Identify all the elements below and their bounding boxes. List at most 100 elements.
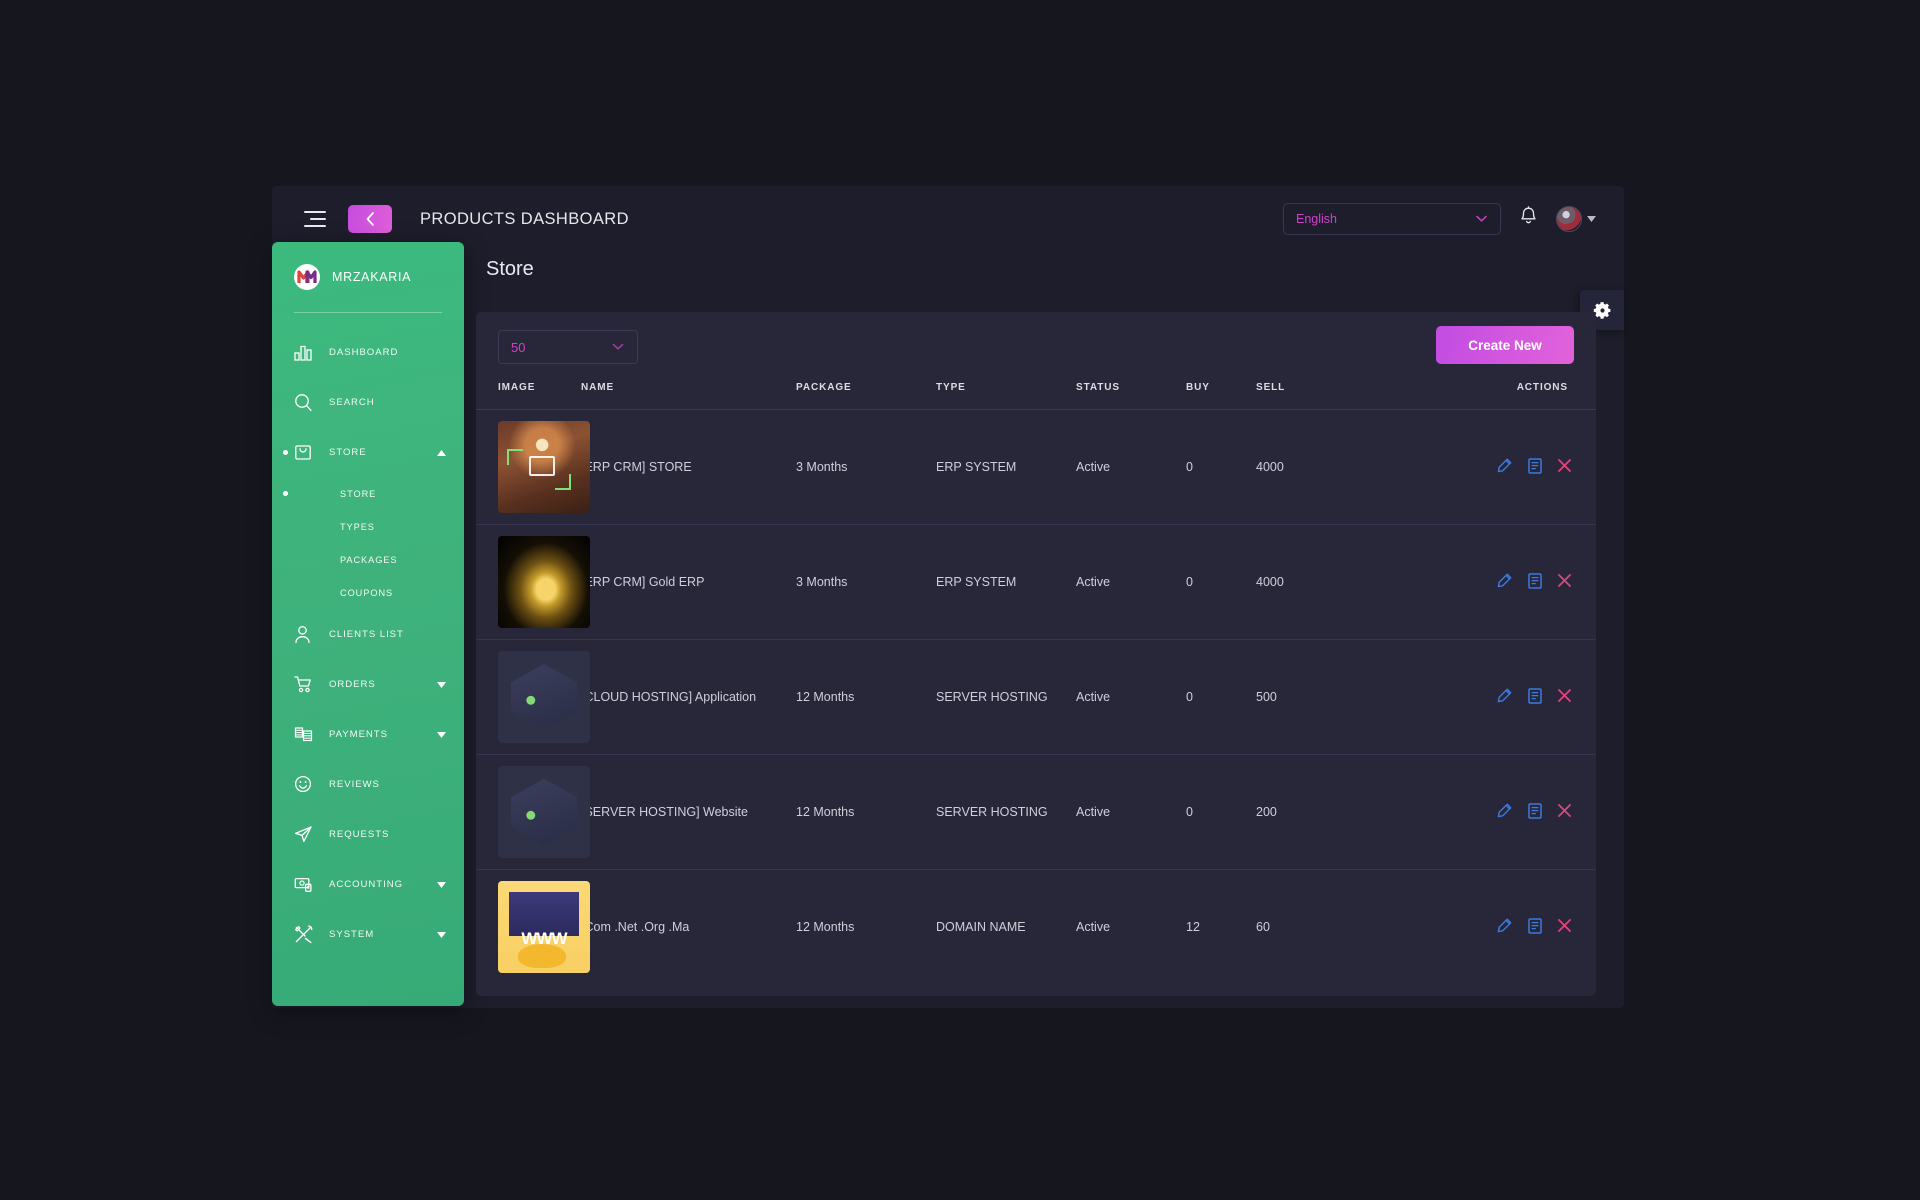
caret-down-icon (437, 725, 446, 743)
sidebar-item-requests[interactable]: REQUESTS (272, 809, 464, 859)
sidebar-item-label: STORE (329, 446, 367, 458)
cell-package: 3 Months (796, 575, 848, 589)
table-head: IMAGE NAME PACKAGE TYPE STATUS BUY SELL … (476, 382, 1596, 410)
edit-pencil-icon[interactable] (1497, 803, 1512, 821)
duplicate-icon[interactable] (1527, 918, 1542, 937)
duplicate-icon[interactable] (1527, 572, 1542, 592)
sidebar-item-label: REQUESTS (329, 828, 390, 840)
chevron-left-icon (366, 212, 374, 226)
search-icon (294, 393, 318, 412)
caret-down-icon (437, 875, 446, 893)
table-row[interactable]: [ERP CRM] Gold ERP 3 Months ERP SYSTEM A… (476, 525, 1596, 640)
hamburger-icon[interactable] (304, 211, 326, 227)
cell-type: SERVER HOSTING (936, 805, 1048, 819)
top-bar-left: PRODUCTS DASHBOARD (272, 205, 629, 233)
sidebar-subitem-types[interactable]: TYPES (272, 510, 464, 543)
edit-pencil-icon[interactable] (1497, 458, 1512, 476)
cloud-hosting-thumbnail (498, 651, 590, 743)
sidebar-subitem-label: COUPONS (340, 587, 394, 598)
sidebar-subitem-label: STORE (340, 488, 377, 499)
cell-buy: 12 (1186, 920, 1200, 935)
cell-image: WWW (476, 870, 590, 985)
cell-buy: 0 (1186, 575, 1193, 589)
m-logo (294, 264, 320, 290)
caret-down-icon (437, 675, 446, 693)
cell-actions (1396, 640, 1596, 755)
gear-icon (1593, 301, 1610, 319)
table-row[interactable]: [CLOUD HOSTING] Application 12 Months SE… (476, 640, 1596, 755)
delete-x-icon[interactable] (1557, 573, 1572, 591)
table-row[interactable]: [ERP CRM] STORE 3 Months ERP SYSTEM Acti… (476, 410, 1596, 525)
cell-type: ERP SYSTEM (936, 575, 1017, 589)
sidebar-nav: DASHBOARD SEARCH (272, 313, 464, 959)
cell-status: Active (1076, 575, 1111, 589)
edit-pencil-icon[interactable] (1497, 918, 1512, 936)
cell-image (476, 410, 590, 525)
back-button[interactable] (348, 205, 392, 233)
column-header-name: NAME (581, 382, 615, 393)
cell-status: Active (1076, 690, 1111, 704)
caret-up-icon (437, 443, 446, 461)
sidebar-brand-name: MRZAKARIA (332, 270, 412, 284)
coins-icon (294, 725, 318, 743)
sidebar-subitem-store[interactable]: STORE (272, 477, 464, 510)
tools-icon (294, 925, 318, 944)
cell-sell: 500 (1256, 690, 1277, 704)
per-page-select[interactable]: 50 (498, 330, 638, 364)
delete-x-icon[interactable] (1557, 688, 1572, 706)
delete-x-icon[interactable] (1557, 458, 1572, 476)
cell-type: DOMAIN NAME (936, 920, 1026, 935)
bar-chart-icon (294, 344, 318, 361)
column-header-package: PACKAGE (796, 382, 852, 393)
cell-actions (1396, 755, 1596, 870)
cell-name: [ERP CRM] Gold ERP (581, 575, 705, 589)
sidebar-brand[interactable]: MRZAKARIA (272, 242, 464, 290)
avatar (1556, 206, 1582, 232)
cell-name: [SERVER HOSTING] Website (581, 805, 748, 819)
cell-type: SERVER HOSTING (936, 690, 1048, 704)
sidebar-item-payments[interactable]: PAYMENTS (272, 709, 464, 759)
sidebar-item-reviews[interactable]: REVIEWS (272, 759, 464, 809)
store-table: IMAGE NAME PACKAGE TYPE STATUS BUY SELL … (476, 382, 1596, 985)
column-header-image: IMAGE (498, 382, 536, 393)
sidebar-item-label: DASHBOARD (329, 346, 399, 358)
cell-actions (1396, 870, 1596, 985)
top-bar-right: English (1283, 203, 1624, 235)
sidebar-item-dashboard[interactable]: DASHBOARD (272, 327, 464, 377)
duplicate-icon[interactable] (1527, 802, 1542, 822)
sidebar-item-label: SYSTEM (329, 928, 375, 940)
sidebar-item-orders[interactable]: ORDERS (272, 659, 464, 709)
delete-x-icon[interactable] (1557, 803, 1572, 821)
duplicate-icon[interactable] (1527, 687, 1542, 707)
sidebar-item-system[interactable]: SYSTEM (272, 909, 464, 959)
table-row[interactable]: [SERVER HOSTING] Website 12 Months SERVE… (476, 755, 1596, 870)
active-bullet (283, 491, 288, 496)
language-value: English (1296, 212, 1337, 226)
cell-package: 12 Months (796, 690, 855, 704)
cell-name: [CLOUD HOSTING] Application (581, 690, 757, 704)
edit-pencil-icon[interactable] (1497, 688, 1512, 706)
table-body: [ERP CRM] STORE 3 Months ERP SYSTEM Acti… (476, 410, 1596, 985)
avatar-menu[interactable] (1556, 206, 1596, 232)
sidebar-item-accounting[interactable]: ACCOUNTING (272, 859, 464, 909)
language-select[interactable]: English (1283, 203, 1501, 235)
server-hosting-thumbnail (498, 766, 590, 858)
page-title: Store (486, 258, 534, 280)
cell-name: [ERP CRM] STORE (581, 460, 692, 474)
cart-icon (294, 675, 318, 693)
sidebar-subitem-packages[interactable]: PACKAGES (272, 543, 464, 576)
duplicate-icon[interactable] (1527, 457, 1542, 477)
bell-icon[interactable] (1519, 206, 1538, 232)
table-row[interactable]: WWW .Com .Net .Org .Ma 12 Months DOMAIN … (476, 870, 1596, 985)
erp-crm-store-thumbnail (498, 421, 590, 513)
delete-x-icon[interactable] (1557, 918, 1572, 936)
sidebar-item-clients-list[interactable]: CLIENTS LIST (272, 609, 464, 659)
edit-pencil-icon[interactable] (1497, 573, 1512, 591)
create-new-button[interactable]: Create New (1436, 326, 1574, 364)
card-toolbar: 50 Create New (476, 312, 1596, 382)
sidebar-item-store[interactable]: STORE (272, 427, 464, 477)
sidebar-item-search[interactable]: SEARCH (272, 377, 464, 427)
column-header-sell: SELL (1256, 382, 1286, 393)
cell-buy: 0 (1186, 805, 1193, 819)
sidebar-subitem-coupons[interactable]: COUPONS (272, 576, 464, 609)
